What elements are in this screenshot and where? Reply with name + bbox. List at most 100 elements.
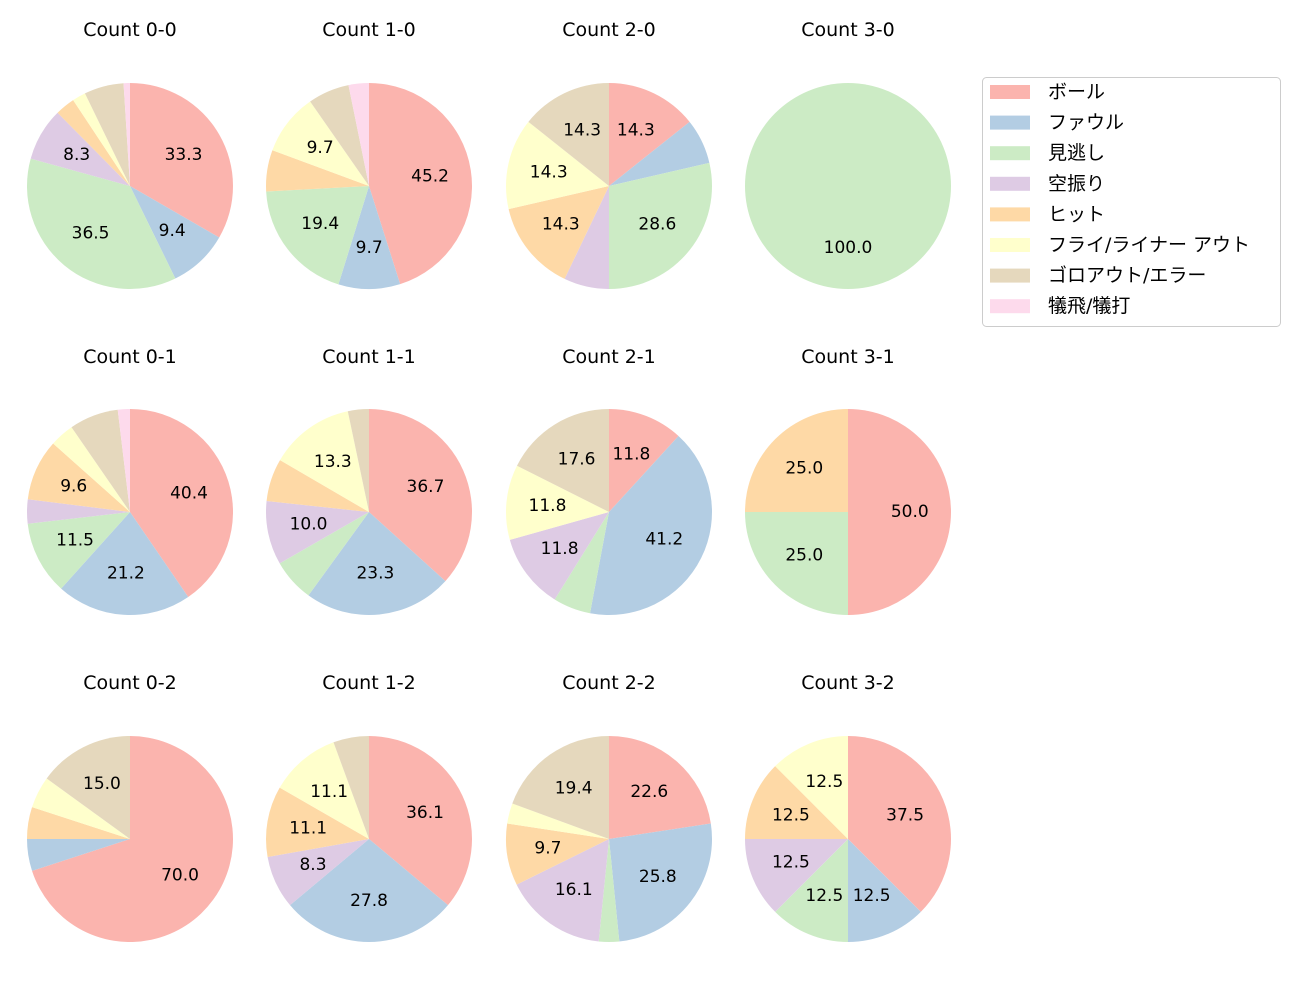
pie-slice-見逃し: [554, 512, 609, 614]
pie-count-2-1: Count 2-1 11.8 41.2 11.8 11.8 17.6: [506, 346, 712, 615]
slice-label: 12.5: [772, 853, 810, 873]
slice-label: 36.5: [72, 224, 110, 244]
pie-slice-ヒット: [745, 766, 848, 839]
pie-count-3-2: Count 3-2 37.5 12.5 12.5 12.5 12.5 12.5: [745, 672, 951, 942]
slice-label: 19.4: [555, 778, 593, 798]
pie-count-1-1: Count 1-1 36.7 23.3 10.0 13.3: [266, 346, 473, 615]
pie-count-0-0: Count 0-0 33.3 9.4 36.5 8.3: [26, 19, 233, 289]
legend-swatch: [990, 238, 1030, 252]
slice-label: 16.1: [555, 880, 593, 900]
slice-label: 25.8: [639, 867, 677, 887]
legend-swatch: [990, 176, 1030, 191]
slice-label: 70.0: [161, 865, 199, 885]
pie-count-1-2: Count 1-2 36.1 27.8 8.3 11.1 11.1: [266, 672, 473, 943]
pie-slice-ファウル: [27, 839, 130, 871]
pie-slice-見逃し: [598, 839, 620, 942]
slice-label: 22.6: [630, 782, 668, 802]
pie-title: Count 3-0: [801, 19, 895, 41]
legend-label: ヒット: [1048, 203, 1105, 225]
pie-slice-フライ/ライナー アウト: [53, 427, 130, 512]
pie-slice-見逃し: [266, 186, 369, 285]
legend-item: フライ/ライナー アウト: [990, 234, 1250, 256]
legend-label: ゴロアウト/エラー: [1048, 265, 1206, 287]
pie-slice-ヒット: [266, 150, 369, 192]
pie-slice-ゴロアウト/エラー: [512, 736, 609, 839]
pie-slice-空振り: [509, 512, 609, 600]
pie-slice-ボール: [32, 736, 233, 942]
slice-label: 9.7: [356, 238, 383, 258]
slice-label: 8.3: [63, 145, 90, 165]
pie-slice-ファウル: [590, 435, 712, 615]
pie-slice-ゴロアウト/エラー: [528, 83, 609, 186]
pie-slice-フライ/ライナー アウト: [279, 742, 369, 839]
pie-slice-ファウル: [290, 839, 448, 943]
pie-title: Count 2-1: [562, 346, 656, 368]
pie-count-1-0: Count 1-0 45.2 9.7 19.4 9.7: [266, 19, 472, 289]
slice-label: 11.5: [56, 530, 94, 550]
pie-slice-空振り: [516, 839, 609, 942]
pie-count-2-2: Count 2-2 22.6 25.8 16.1 9.7 19.4: [506, 672, 712, 942]
slice-label: 14.3: [563, 120, 601, 140]
pie-slice-見逃し: [775, 839, 848, 942]
pie-slice-ボール: [369, 409, 473, 582]
pie-count-2-0: Count 2-0 14.3 28.6 14.3 14.3 14.3: [506, 19, 712, 289]
pie-slice-ボール: [609, 83, 690, 186]
slice-label: 17.6: [558, 449, 596, 469]
pie-slice-空振り: [564, 186, 609, 289]
legend-item: 空振り: [990, 173, 1105, 195]
pie-count-3-1: Count 3-1 50.0 25.0 25.0: [745, 346, 951, 615]
slice-label: 11.8: [529, 496, 567, 516]
legend-label: 空振り: [1048, 173, 1105, 195]
slice-label: 13.3: [314, 452, 352, 472]
pie-slice-フライ/ライナー アウト: [272, 101, 369, 186]
pie-slice-見逃し: [27, 512, 131, 589]
pie-slice-ゴロアウト/エラー: [84, 83, 130, 186]
pie-slice-犠飛/犠打: [348, 83, 369, 186]
pie-title: Count 2-2: [562, 672, 656, 694]
pie-slice-ヒット: [57, 100, 131, 186]
pie-slice-見逃し: [745, 83, 951, 289]
legend-label: フライ/ライナー アウト: [1048, 234, 1250, 256]
pie-slice-フライ/ライナー アウト: [506, 465, 609, 540]
pie-slice-ヒット: [508, 186, 609, 279]
pie-slice-ヒット: [266, 787, 369, 858]
pie-slice-フライ/ライナー アウト: [280, 411, 369, 512]
pie-slice-見逃し: [609, 162, 712, 289]
slice-label: 15.0: [83, 774, 121, 794]
pie-slice-ボール: [369, 736, 473, 906]
pie-slice-空振り: [30, 112, 131, 186]
legend-label: ボール: [1048, 81, 1105, 103]
legend-swatch: [990, 268, 1030, 283]
pie-slice-ゴロアウト/エラー: [333, 736, 369, 839]
pie-slice-見逃し: [279, 512, 369, 596]
slice-label: 11.8: [541, 539, 579, 559]
slice-label: 12.5: [805, 772, 843, 792]
pie-title: Count 0-2: [83, 672, 177, 694]
slice-label: 8.3: [299, 855, 326, 875]
slice-label: 25.0: [785, 458, 823, 478]
pie-slice-ゴロアウト/エラー: [71, 409, 130, 512]
slice-label: 10.0: [290, 515, 328, 535]
pie-slice-ボール: [609, 409, 679, 512]
pie-count-3-0: Count 3-0 100.0: [745, 19, 951, 289]
pie-slice-フライ/ライナー アウト: [775, 736, 848, 839]
pie-slice-ファウル: [609, 823, 712, 942]
legend-item: ボール: [990, 81, 1105, 103]
slice-label: 45.2: [411, 167, 449, 187]
pie-slice-ボール: [848, 736, 951, 912]
slice-label: 11.1: [289, 818, 327, 838]
pie-title: Count 0-1: [83, 346, 177, 368]
legend-swatch: [990, 85, 1030, 99]
pie-slice-ボール: [369, 83, 472, 285]
pie-slice-ヒット: [506, 823, 609, 885]
legend-item: 犠飛/犠打: [990, 295, 1130, 317]
slice-label: 12.5: [772, 805, 810, 825]
slice-label: 14.3: [530, 162, 568, 182]
pie-slice-空振り: [267, 839, 369, 906]
pie-slice-ファウル: [848, 839, 921, 942]
pie-slice-ボール: [609, 736, 711, 839]
slice-label: 28.6: [638, 214, 676, 234]
slice-label: 9.7: [534, 838, 561, 858]
slice-label: 36.1: [406, 803, 444, 823]
slice-label: 50.0: [891, 502, 929, 522]
